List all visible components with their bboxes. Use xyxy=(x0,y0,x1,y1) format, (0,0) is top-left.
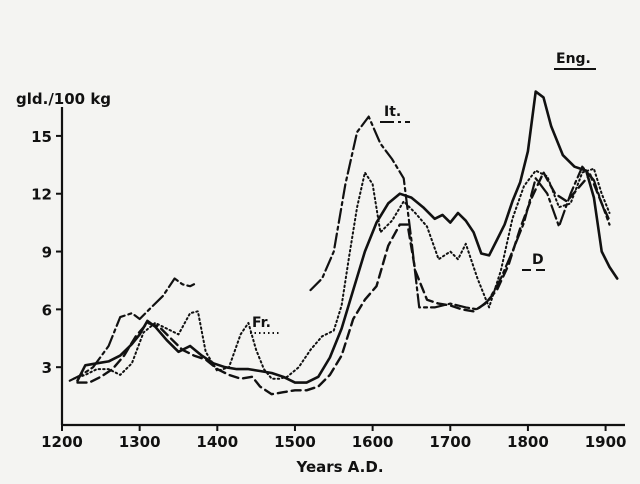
series-line-d xyxy=(76,171,611,396)
x-tick-label: 1500 xyxy=(274,433,316,451)
y-tick-label: 9 xyxy=(42,244,52,262)
series-line-fr xyxy=(72,167,611,380)
series-lines xyxy=(68,90,619,396)
x-tick-label: 1900 xyxy=(585,433,627,451)
axis-ticks: 1200 1300 1400 1500 1600 1700 1800 1900 3 6 9 12 15 xyxy=(31,128,626,451)
axes xyxy=(60,107,625,427)
y-tick-label: 3 xyxy=(42,359,52,377)
x-axis-title: Years A.D. xyxy=(295,458,383,476)
series-labels: Eng. It. Fr. D xyxy=(250,51,596,334)
x-tick-label: 1600 xyxy=(352,433,394,451)
x-tick-label: 1400 xyxy=(196,433,238,451)
series-line-it xyxy=(309,115,611,311)
series-label-d: D xyxy=(532,252,544,268)
y-tick-label: 15 xyxy=(31,128,52,146)
series-label-eng: Eng. xyxy=(556,51,591,67)
series-line-eng xyxy=(76,90,619,384)
x-tick-label: 1800 xyxy=(507,433,549,451)
series-line-it xyxy=(68,277,196,382)
x-tick-label: 1300 xyxy=(119,433,161,451)
y-tick-label: 12 xyxy=(31,186,52,204)
y-tick-label: 6 xyxy=(42,301,52,319)
series-label-fr: Fr. xyxy=(252,315,271,331)
series-label-it: It. xyxy=(384,104,401,120)
y-axis-title: gld./100 kg xyxy=(16,90,111,108)
x-tick-label: 1700 xyxy=(429,433,471,451)
x-tick-label: 1200 xyxy=(41,433,83,451)
